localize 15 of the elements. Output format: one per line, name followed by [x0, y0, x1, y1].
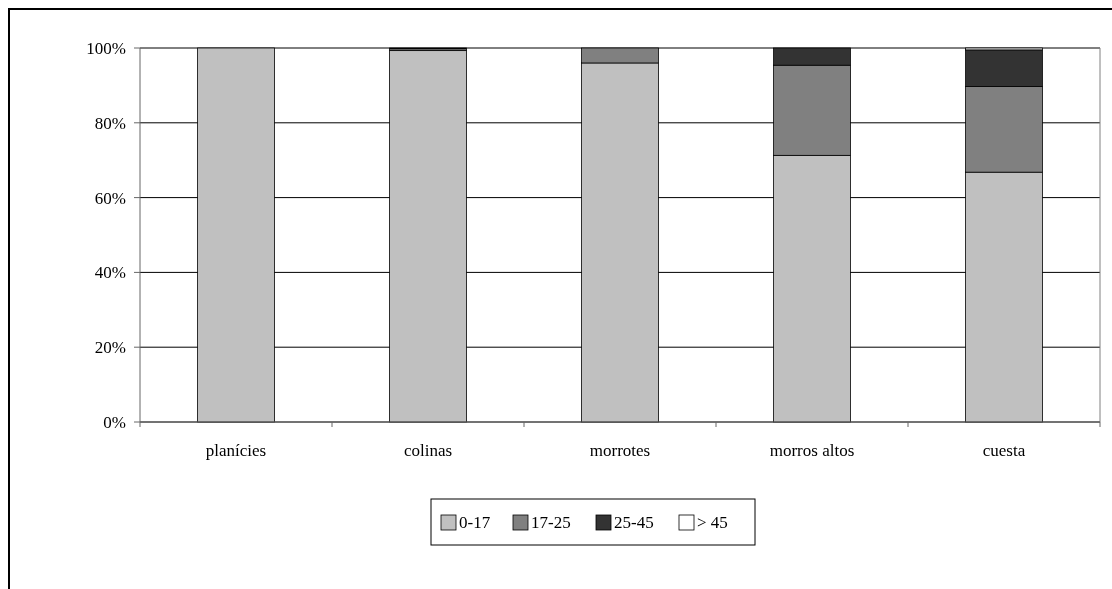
- legend-label: 0-17: [459, 512, 491, 532]
- x-tick-label: planícies: [205, 441, 267, 460]
- y-tick-label: 20%: [94, 338, 126, 358]
- y-tick-label: 100%: [86, 38, 126, 58]
- x-tick-label: colinas: [403, 441, 453, 460]
- y-tick-label: 0%: [103, 412, 126, 432]
- y-tick-label: 60%: [94, 188, 126, 208]
- legend-label: > 45: [697, 512, 728, 532]
- x-tick-label: cuesta: [982, 441, 1026, 460]
- x-tick-label: morros altos: [769, 441, 855, 460]
- x-tick-label: morrotes: [589, 441, 651, 460]
- y-tick-label: 40%: [94, 263, 126, 283]
- legend-label: 25-45: [614, 512, 654, 532]
- y-tick-label: 80%: [94, 113, 126, 133]
- legend-label: 17-25: [531, 512, 571, 532]
